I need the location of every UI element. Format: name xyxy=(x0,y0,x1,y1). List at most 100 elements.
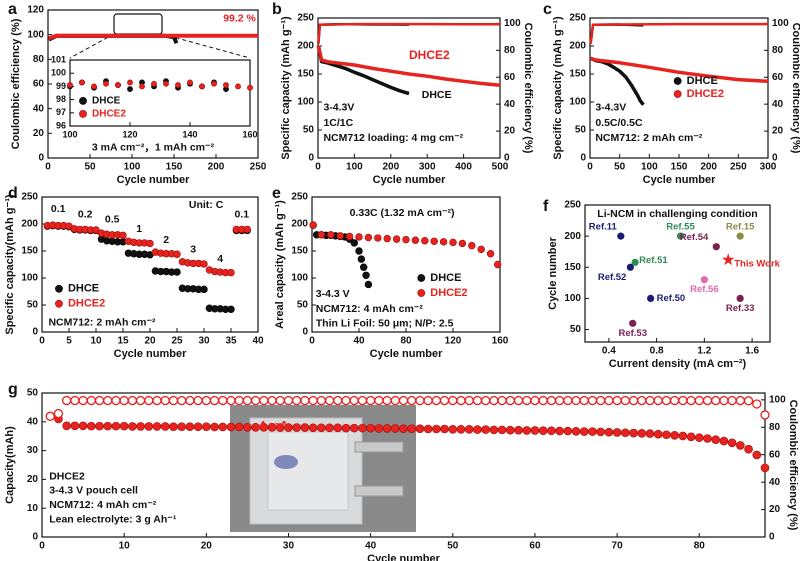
data-point xyxy=(135,395,146,406)
legend-label: DHCE2 xyxy=(92,109,126,120)
data-point xyxy=(571,427,581,436)
y-tick-label: 150 xyxy=(291,246,308,257)
x-tick-label: 0.4 xyxy=(602,346,616,357)
data-point xyxy=(752,450,762,460)
y2-axis-label: Coulombic efficiency (%) xyxy=(522,23,534,154)
data-point xyxy=(390,395,400,406)
y-axis-label: Capacity(mAh) xyxy=(4,426,16,504)
x-tick-label: 40 xyxy=(252,336,264,347)
data-point xyxy=(247,84,253,91)
data-point xyxy=(637,395,647,406)
data-point xyxy=(366,423,375,433)
data-point xyxy=(350,239,358,247)
data-point xyxy=(448,395,458,406)
x-tick-label: 70 xyxy=(612,541,624,552)
data-point xyxy=(481,395,491,406)
data-point xyxy=(596,395,606,406)
data-point xyxy=(628,395,639,406)
data-point xyxy=(316,395,326,406)
data-point xyxy=(374,234,382,242)
y-tick-label: 100 xyxy=(291,273,308,284)
data-point xyxy=(362,271,370,279)
x-tick-label: 5 xyxy=(66,336,72,347)
legend-marker xyxy=(673,77,682,85)
data-point xyxy=(317,423,326,433)
x-tick-label: 50 xyxy=(614,162,626,173)
annotation: 0.1 xyxy=(234,208,249,220)
data-point xyxy=(554,395,565,406)
data-point xyxy=(374,424,384,433)
data-point xyxy=(152,395,162,406)
y2-tick-label: 20 xyxy=(772,126,784,137)
data-point xyxy=(678,431,688,441)
y2-tick-label: 100 xyxy=(769,394,786,405)
tab xyxy=(354,441,404,453)
data-point xyxy=(185,422,195,431)
data-point xyxy=(415,395,425,406)
data-point xyxy=(349,423,359,433)
data-point xyxy=(292,423,301,432)
data-point xyxy=(128,422,137,431)
y-tick-label: 100 xyxy=(51,68,66,78)
data-point xyxy=(383,234,391,243)
point-label: Ref.11 xyxy=(589,222,618,233)
y2-tick-label: 60 xyxy=(769,449,781,460)
data-point xyxy=(735,395,746,406)
data-point xyxy=(506,425,515,435)
data-point xyxy=(653,395,663,406)
legend-label: DHCE xyxy=(92,96,121,107)
data-point xyxy=(743,396,754,406)
y2-tick-label: 80 xyxy=(769,422,781,433)
y2-tick-label: 80 xyxy=(504,45,516,56)
data-point xyxy=(168,395,179,406)
data-point xyxy=(209,395,220,406)
y2-tick-label: 100 xyxy=(504,18,521,29)
data-point xyxy=(218,395,228,406)
annotation: NCM712: 2 mAh cm⁻² xyxy=(48,316,156,328)
x-tick-label: 35 xyxy=(225,336,237,347)
annotation: 0.5C/0.5C xyxy=(595,117,643,129)
data-point xyxy=(211,80,217,87)
data-point xyxy=(493,260,502,269)
data-point xyxy=(407,395,417,406)
data-point xyxy=(309,221,317,229)
x-tick-label: 10 xyxy=(90,336,102,347)
x-tick-label: 160 xyxy=(242,129,257,139)
y-tick-label: 250 xyxy=(21,192,38,203)
data-point xyxy=(200,285,208,294)
point-label: Ref.52 xyxy=(598,272,627,283)
y2-tick-label: 100 xyxy=(772,18,789,29)
efficiency-line xyxy=(589,22,768,44)
efficiency-line xyxy=(317,22,500,44)
data-point xyxy=(588,427,597,436)
x-tick-label: 15 xyxy=(117,336,129,347)
legend-label: DHCE xyxy=(687,75,718,87)
data-point xyxy=(70,395,80,406)
data-point xyxy=(300,423,310,432)
x-tick-label: 0 xyxy=(309,336,315,347)
chart-title: Li-NCM in challenging condition xyxy=(597,208,757,220)
data-point xyxy=(587,395,598,406)
y-tick-label: 200 xyxy=(297,41,314,52)
data-point xyxy=(402,235,410,244)
ref-point xyxy=(712,243,720,251)
x-tick-label: 250 xyxy=(730,162,747,173)
y-tick-label: 80 xyxy=(33,54,45,65)
annotation: Lean electrolyte: 3 g Ah⁻¹ xyxy=(49,514,177,526)
data-point xyxy=(604,395,614,406)
data-point xyxy=(472,395,483,406)
data-point xyxy=(464,395,474,406)
data-point xyxy=(431,395,442,406)
data-point xyxy=(456,424,466,434)
y-tick-label: 150 xyxy=(564,262,581,273)
annotation: DHCE xyxy=(422,89,452,101)
data-point xyxy=(662,430,671,440)
data-point xyxy=(94,395,105,406)
data-point xyxy=(579,427,589,436)
data-point xyxy=(464,424,474,434)
legend-label: DHCE2 xyxy=(68,298,105,310)
data-point xyxy=(645,395,655,406)
y-tick-label: 40 xyxy=(33,103,45,114)
data-point xyxy=(333,395,343,406)
